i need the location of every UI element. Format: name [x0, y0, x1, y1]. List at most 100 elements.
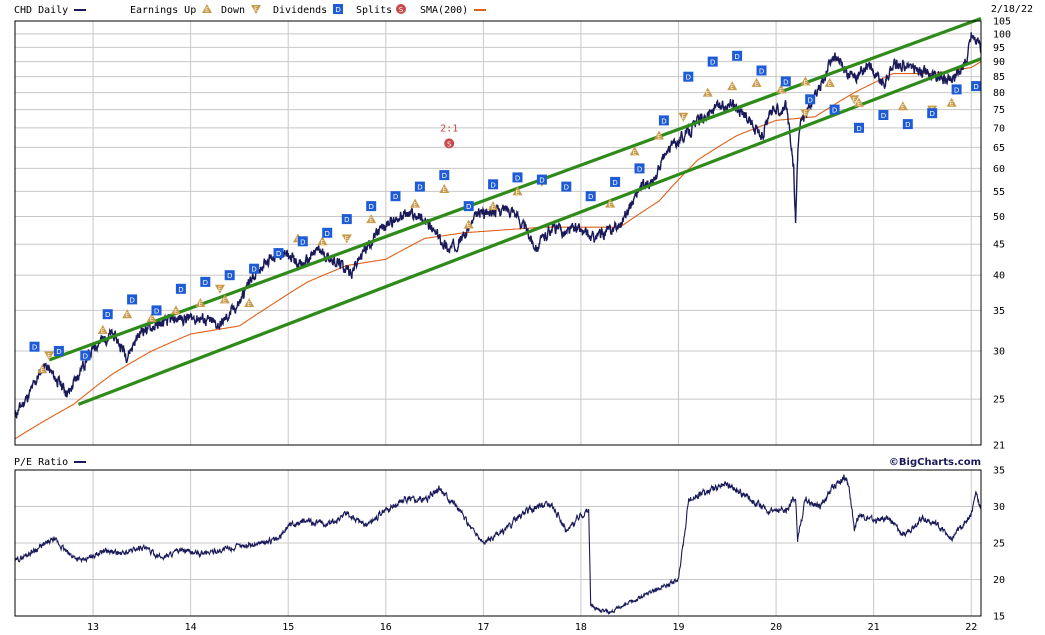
earnings-up-marker: E: [195, 298, 206, 308]
main-y-tick-label: 35: [993, 306, 1005, 317]
legend: CHD Daily Earnings Up E Down E Dividends…: [14, 4, 1033, 16]
earnings-up-marker-glyph: E: [174, 308, 178, 315]
dividend-marker-shape: [585, 191, 596, 202]
earnings-up-marker-glyph: E: [101, 328, 105, 335]
dividend-marker-glyph: D: [83, 353, 88, 361]
earnings-up-marker-shape: [410, 198, 421, 208]
dividend-marker-glyph: D: [466, 203, 471, 211]
earnings-up-marker: E: [97, 324, 108, 335]
dividend-marker: D: [561, 181, 572, 192]
x-tick-label: 20: [770, 622, 782, 633]
earnings-up-marker-glyph: E: [223, 297, 227, 304]
pe-ratio-line: [14, 474, 982, 615]
dividend-marker-shape: [273, 248, 284, 259]
earnings-up-marker-glyph: E: [321, 239, 325, 246]
earnings-up-marker-glyph: E: [804, 79, 808, 86]
dividend-marker-glyph: D: [686, 74, 691, 82]
dividend-marker: D: [951, 84, 962, 95]
dividend-marker-glyph: D: [417, 184, 422, 192]
earnings-up-marker-glyph: E: [125, 312, 129, 319]
main-y-tick-label: 25: [993, 395, 1005, 406]
earnings-down-marker-glyph: E: [345, 235, 349, 242]
dividend-marker-glyph: D: [325, 230, 330, 238]
earnings-up-marker: E: [317, 236, 328, 246]
dividend-marker: D: [53, 346, 64, 356]
main-y-tick-label: 50: [993, 212, 1005, 223]
earnings-up-marker: E: [463, 219, 474, 230]
dividend-marker-shape: [732, 50, 743, 61]
dividend-marker-shape: [805, 94, 816, 105]
earnings-down-marker-shape: [800, 109, 811, 119]
dividend-marker: D: [658, 115, 669, 126]
earnings-up-marker-glyph: E: [755, 81, 759, 88]
split-marker: S: [444, 138, 455, 149]
earnings-up-marker-glyph: E: [491, 204, 495, 211]
dividend-marker-glyph: D: [490, 181, 495, 189]
main-y-tick-label: 55: [993, 187, 1005, 198]
earnings-up-marker: E: [366, 214, 377, 224]
earnings-up-marker-glyph: E: [779, 87, 783, 94]
earnings-up-marker-glyph: E: [467, 223, 471, 230]
earnings-down-marker-shape: [44, 351, 55, 361]
dividend-marker-glyph: D: [344, 216, 349, 224]
dividend-marker: D: [29, 341, 40, 352]
earnings-down-marker: E: [678, 112, 689, 122]
dividend-marker-shape: [53, 346, 64, 356]
dividend-marker-shape: [390, 191, 401, 202]
main-y-tick-label: 85: [993, 72, 1005, 83]
dividend-marker-glyph: D: [154, 307, 159, 315]
earnings-up-marker-shape: [488, 201, 499, 211]
main-y-tick-label: 80: [993, 88, 1005, 99]
earnings-up-marker-shape: [317, 236, 328, 246]
earnings-down-marker: E: [800, 109, 811, 119]
earnings-up-marker-shape: [366, 214, 377, 224]
earnings-up-marker-glyph: E: [369, 217, 373, 224]
dividend-marker: D: [102, 309, 113, 320]
sma-label: SMA(200): [420, 5, 468, 16]
earnings-down-marker: E: [341, 234, 352, 244]
dividend-marker-glyph: D: [954, 86, 959, 94]
earnings-down-marker-glyph: E: [682, 114, 686, 121]
earnings-up-marker-glyph: E: [199, 301, 203, 308]
x-axis: 13 14 15 16 17 18 19 20 21 22: [87, 622, 977, 633]
dividend-marker: D: [151, 305, 162, 316]
dividend-marker: D: [927, 108, 938, 119]
dividend-marker: D: [971, 81, 982, 92]
dividend-marker-shape: [878, 110, 889, 120]
main-y-tick-label: 60: [993, 164, 1005, 175]
dividend-marker: D: [732, 50, 743, 61]
earnings-up-marker-shape: [702, 87, 713, 97]
earnings-down-icon-glyph: E: [254, 6, 258, 13]
main-y-tick-label: 45: [993, 240, 1005, 251]
dividend-marker-glyph: D: [564, 184, 569, 192]
earnings-up-marker-glyph: E: [40, 367, 44, 374]
dividend-marker-shape: [512, 172, 523, 183]
main-y-tick-label: 40: [993, 271, 1005, 282]
dividend-marker-shape: [366, 201, 377, 212]
earnings-up-marker-shape: [854, 97, 864, 107]
dividend-marker-shape: [80, 350, 91, 361]
earnings-up-marker-glyph: E: [828, 81, 832, 88]
split-icon-glyph: S: [399, 6, 404, 14]
earnings-up-marker: E: [727, 81, 738, 91]
dividend-marker-shape: [322, 227, 333, 238]
dividend-marker-glyph: D: [105, 311, 110, 319]
dividend-marker: D: [634, 163, 645, 174]
dividend-marker-shape: [683, 71, 694, 82]
dividend-marker: D: [439, 170, 450, 181]
main-y-tick-label: 70: [993, 123, 1005, 134]
earnings-up-marker: E: [854, 97, 864, 108]
dividend-marker-shape: [854, 122, 864, 133]
dividend-marker-shape: [780, 76, 791, 87]
dividend-marker-glyph: D: [300, 238, 305, 246]
earnings-down-marker: E: [849, 95, 860, 105]
earnings-up-marker-glyph: E: [950, 101, 954, 108]
dividend-marker: D: [341, 214, 352, 225]
pe-y-tick-label: 30: [993, 502, 1005, 513]
dividend-marker: D: [414, 181, 425, 192]
dividend-marker-glyph: D: [973, 83, 978, 91]
earnings-up-marker-glyph: E: [150, 316, 154, 323]
dividend-icon-glyph: D: [335, 6, 340, 14]
dividend-marker-glyph: D: [808, 96, 813, 104]
earnings-up-marker: E: [410, 198, 421, 209]
